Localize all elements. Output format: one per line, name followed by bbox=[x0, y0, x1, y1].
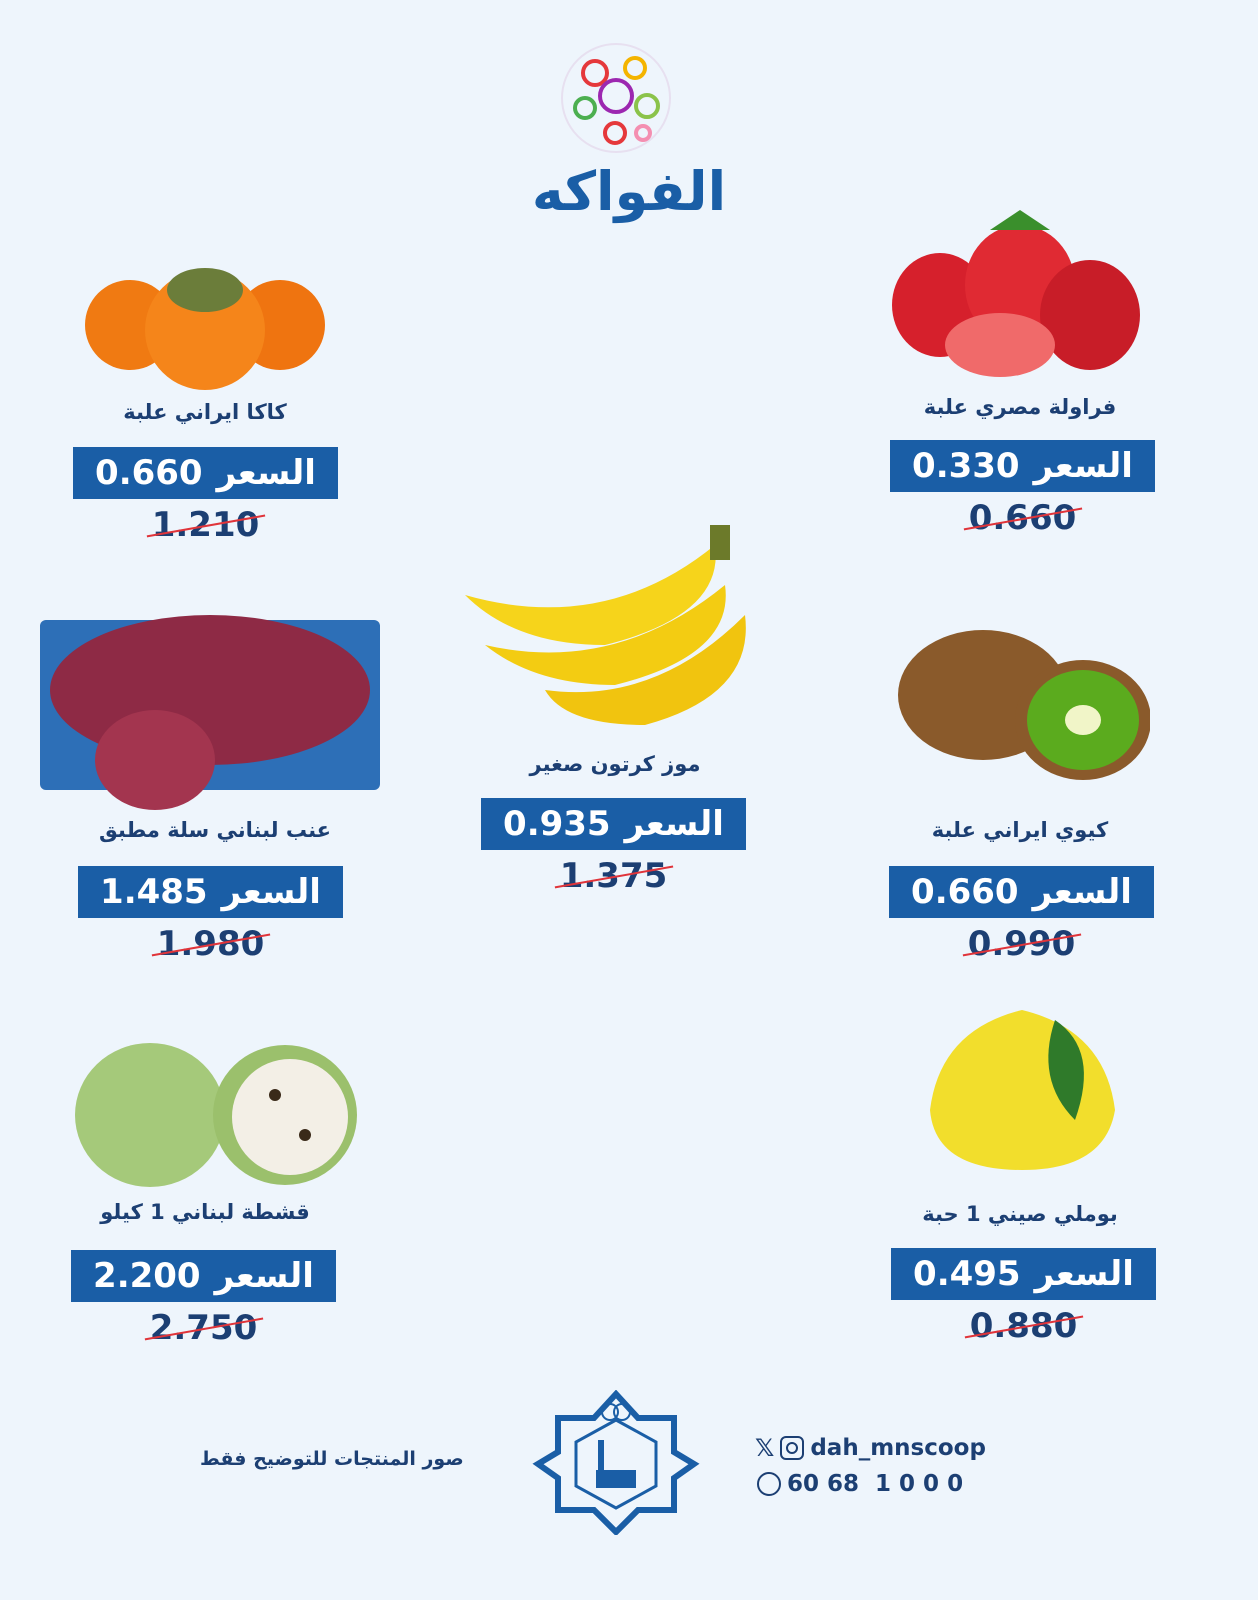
page-title: الفواكه bbox=[531, 160, 727, 223]
x-icon[interactable]: 𝕏 bbox=[755, 1434, 775, 1462]
price-value: 0.660 bbox=[95, 453, 203, 493]
disclaimer-text: صور المنتجات للتوضيح فقط bbox=[200, 1448, 464, 1470]
instagram-icon[interactable] bbox=[780, 1436, 805, 1460]
fruit-logo-icon bbox=[555, 38, 677, 158]
old-price: 2.750 bbox=[71, 1308, 336, 1348]
price-label: السعر bbox=[216, 453, 316, 493]
product-name: فراولة مصري علبة bbox=[923, 395, 1117, 419]
phone-number[interactable]: 60 68 1 0 0 0 bbox=[787, 1471, 964, 1497]
price-value: 0.660 bbox=[911, 872, 1019, 912]
price-box: السعر 0.330 bbox=[890, 440, 1155, 492]
old-price-value: 1.980 bbox=[156, 924, 265, 964]
price-label: السعر bbox=[214, 1256, 314, 1296]
old-price: 1.980 bbox=[78, 924, 343, 964]
product-name: قشطة لبناني 1 كيلو bbox=[100, 1200, 310, 1224]
product-name: عنب لبناني سلة مطبق bbox=[98, 818, 332, 842]
persimmon-image bbox=[80, 250, 330, 394]
kiwi-image bbox=[893, 630, 1151, 784]
price-label: السعر bbox=[1034, 1254, 1134, 1294]
old-price: 0.880 bbox=[891, 1306, 1156, 1346]
old-price: 0.660 bbox=[890, 498, 1155, 538]
social-row: 𝕏 dah_mnscoop bbox=[755, 1434, 986, 1462]
price-value: 0.495 bbox=[913, 1254, 1021, 1294]
old-price-value: 1.375 bbox=[559, 856, 668, 896]
old-price-value: 1.210 bbox=[151, 505, 260, 545]
product-name: كيوي ايراني علبة bbox=[931, 818, 1109, 842]
price-label: السعر bbox=[221, 872, 321, 912]
banana-image bbox=[455, 525, 755, 734]
whatsapp-icon[interactable] bbox=[757, 1472, 781, 1496]
price-label: السعر bbox=[1032, 872, 1132, 912]
grapes-image bbox=[35, 600, 385, 819]
price-box: السعر 0.660 bbox=[889, 866, 1154, 918]
price-value: 1.485 bbox=[100, 872, 208, 912]
product-name: كاكا ايراني علبة bbox=[123, 400, 287, 424]
product-name: موز كرتون صغير bbox=[529, 752, 701, 776]
price-box: السعر 0.935 bbox=[481, 798, 746, 850]
price-box: السعر 1.485 bbox=[78, 866, 343, 918]
old-price: 0.990 bbox=[889, 924, 1154, 964]
old-price-value: 0.660 bbox=[968, 498, 1077, 538]
pomelo-image bbox=[925, 1000, 1120, 1174]
old-price: 1.210 bbox=[73, 505, 338, 545]
old-price-value: 2.750 bbox=[149, 1308, 258, 1348]
price-box: السعر 0.495 bbox=[891, 1248, 1156, 1300]
price-value: 0.330 bbox=[912, 446, 1020, 486]
phone-row: 60 68 1 0 0 0 bbox=[757, 1471, 963, 1497]
old-price: 1.375 bbox=[481, 856, 746, 896]
strawberry-image bbox=[880, 205, 1165, 384]
old-price-value: 0.880 bbox=[969, 1306, 1078, 1346]
price-value: 2.200 bbox=[93, 1256, 201, 1296]
price-label: السعر bbox=[1033, 446, 1133, 486]
price-box: السعر 2.200 bbox=[71, 1250, 336, 1302]
price-value: 0.935 bbox=[503, 804, 611, 844]
price-box: السعر 0.660 bbox=[73, 447, 338, 499]
social-handle[interactable]: dah_mnscoop bbox=[810, 1435, 986, 1461]
product-name: بوملي صيني 1 حبة bbox=[922, 1202, 1118, 1226]
custard-apple-image bbox=[75, 1035, 365, 1194]
old-price-value: 0.990 bbox=[967, 924, 1076, 964]
coop-logo bbox=[532, 1389, 700, 1537]
price-label: السعر bbox=[624, 804, 724, 844]
